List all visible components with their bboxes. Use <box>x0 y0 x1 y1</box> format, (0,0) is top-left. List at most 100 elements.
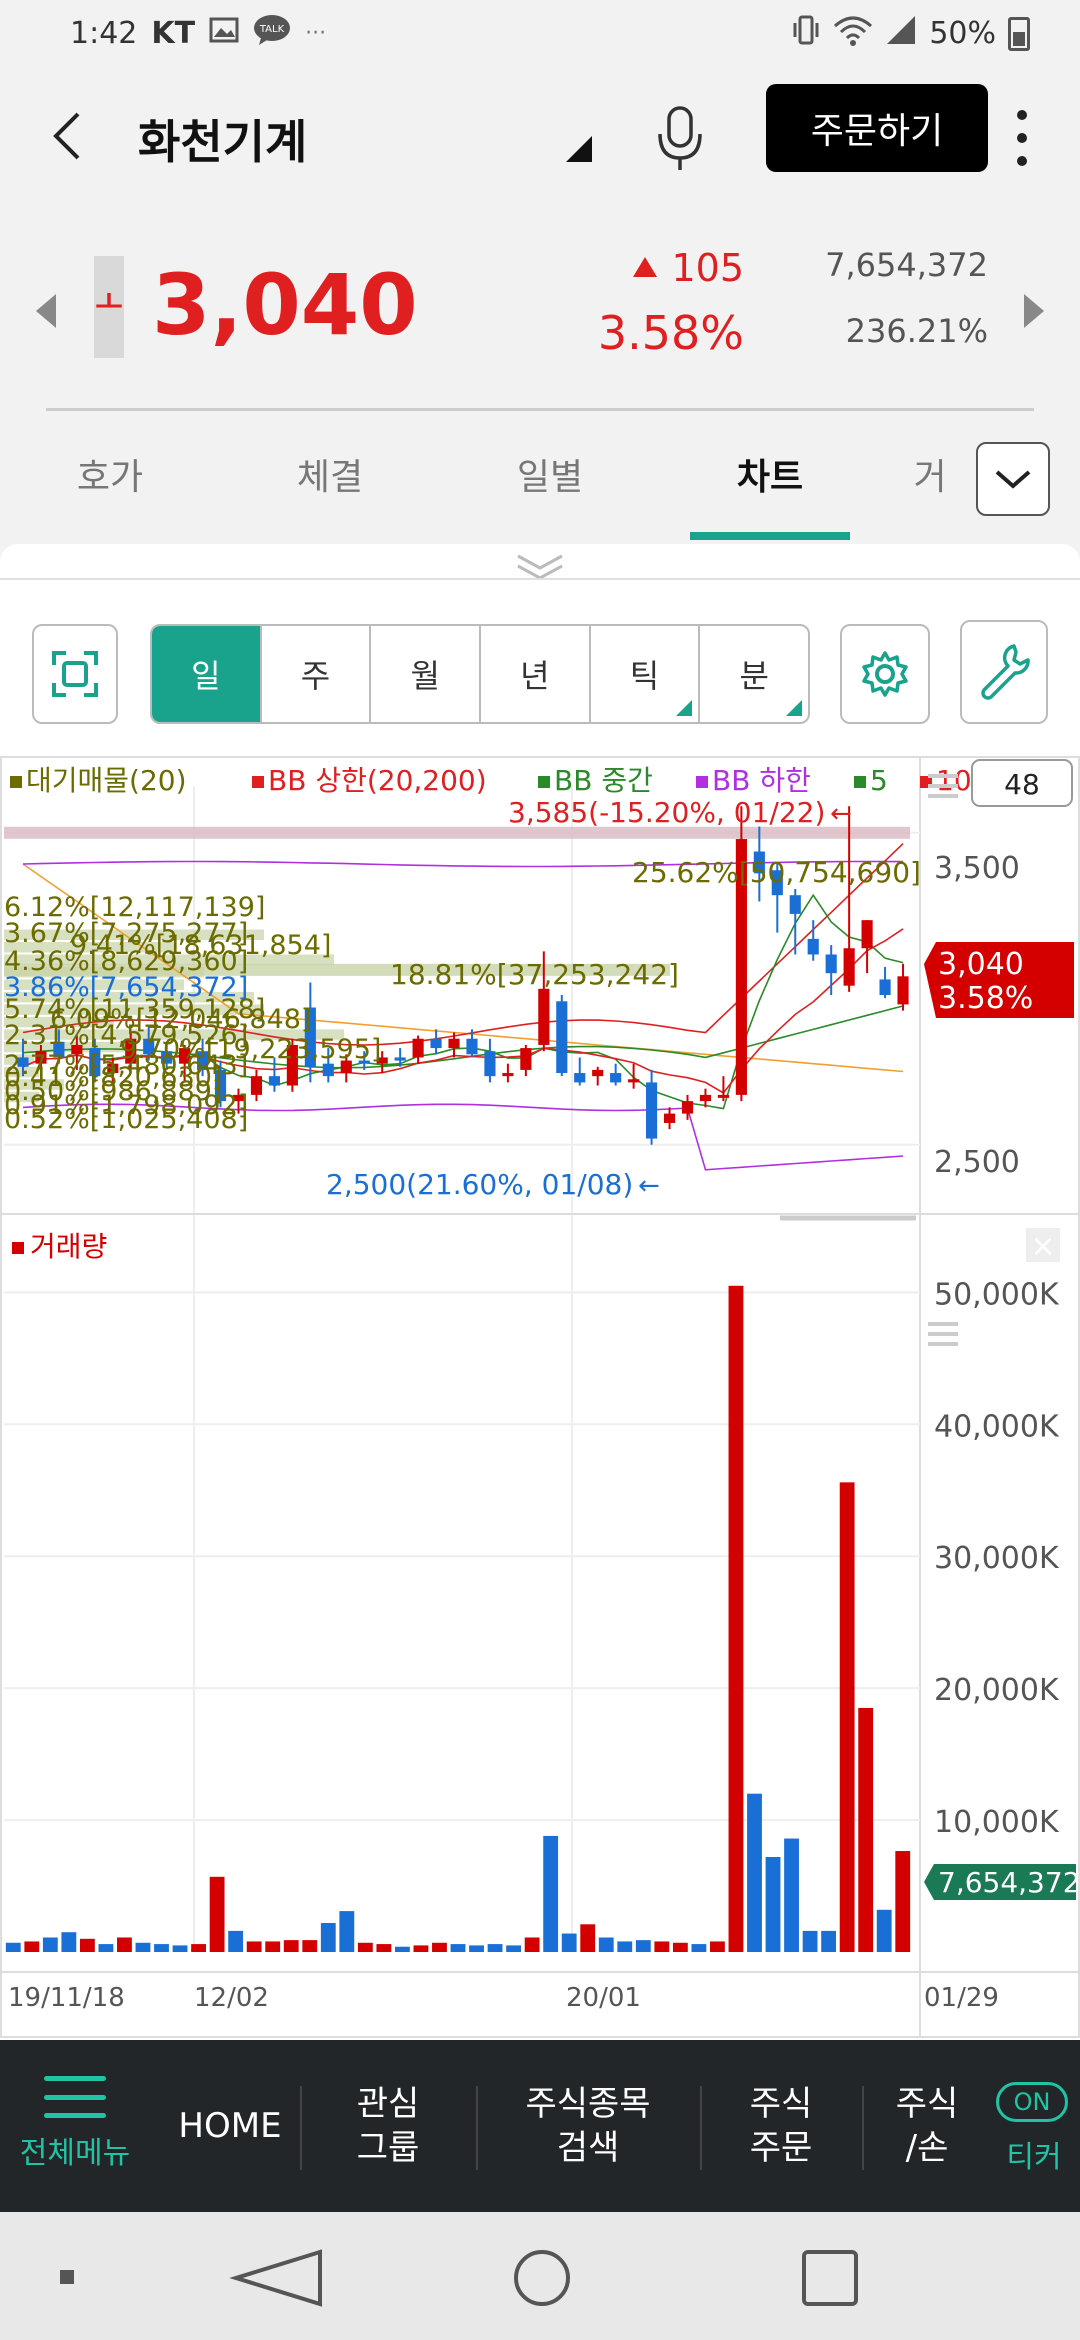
volume-bar <box>394 1946 410 1952</box>
profile-label: 6.12%[12,117,139] <box>4 892 265 923</box>
more-options-button[interactable] <box>1004 106 1040 170</box>
candle-body <box>879 979 891 996</box>
tab-orderbook[interactable]: 호가 <box>76 457 144 498</box>
stock-selector-caret-icon[interactable] <box>566 136 592 162</box>
candle-body <box>843 948 855 986</box>
volume-profile-band <box>4 1091 39 1103</box>
candle-body <box>628 1079 640 1083</box>
nav-stock-pnl[interactable]: 주식 /손 <box>895 2084 959 2168</box>
profile-label: 5.74%[11,359,128] <box>4 994 265 1025</box>
candle-body <box>699 1094 712 1102</box>
next-stock-arrow-icon[interactable] <box>1024 294 1044 328</box>
volume-bar <box>839 1482 855 1952</box>
volume-bar <box>172 1945 188 1952</box>
dot-icon <box>1017 156 1027 166</box>
status-extra: ··· <box>305 21 327 46</box>
chart-settings-button[interactable] <box>840 624 930 724</box>
order-button[interactable]: 주문하기 <box>766 84 988 172</box>
bottom-navigation: 전체메뉴 HOME 관심 그룹 주식종목 검색 주식 주문 주식 /손 ON 티… <box>0 2040 1080 2212</box>
candle-body <box>592 1069 604 1077</box>
menu-icon <box>44 2076 106 2118</box>
volume-profile-band <box>4 954 334 965</box>
candle-body <box>897 976 909 1005</box>
period-button-3[interactable]: 년 <box>481 626 591 722</box>
tab-trades[interactable]: 체결 <box>296 457 364 498</box>
all-menu-button[interactable]: 전체메뉴 <box>0 2040 150 2212</box>
high-price-label: 3,585(-15.20%, 01/22) <box>508 796 825 829</box>
candle-body <box>250 1076 263 1095</box>
collapse-handle[interactable] <box>508 548 572 588</box>
candle-body <box>466 1038 478 1055</box>
low-arrow-glyph: ← <box>638 1171 660 1201</box>
tab-dropdown-button[interactable] <box>976 442 1050 516</box>
fit-screen-icon <box>52 651 98 697</box>
overview-square-icon <box>802 2250 858 2306</box>
signal-icon <box>885 14 917 53</box>
vibrate-icon <box>791 14 821 53</box>
price-change-percent: 3.58% <box>597 306 744 360</box>
prev-stock-arrow-icon[interactable] <box>36 294 56 328</box>
detail-tabs: 호가 체결 일별 차트 거 <box>0 424 1080 544</box>
legend-label: BB 상한(20,200) <box>268 764 487 797</box>
ticker-toggle[interactable]: ON <box>996 2082 1068 2122</box>
candle-body <box>735 839 747 1095</box>
candle-body <box>214 1069 227 1102</box>
profile-label: 6.09%[12,046,848] <box>50 1004 311 1035</box>
talk-icon: TALK <box>253 14 291 53</box>
microphone-icon <box>658 106 702 170</box>
tab-chart[interactable]: 차트 <box>736 457 804 498</box>
candle-body <box>268 1076 280 1086</box>
period-button-5[interactable]: 분 <box>700 626 808 722</box>
submenu-corner-icon <box>786 700 803 716</box>
period-button-2[interactable]: 월 <box>371 626 482 722</box>
high-arrow-glyph: ← <box>830 799 852 829</box>
current-price-tag-price: 3,040 <box>938 947 1024 982</box>
stock-name[interactable]: 화천기계 <box>138 115 308 169</box>
chart-tools-button[interactable] <box>960 620 1048 724</box>
dot-icon <box>1017 110 1027 120</box>
period-button-0[interactable]: 일 <box>152 626 262 722</box>
back-button[interactable] <box>40 106 100 166</box>
divider <box>46 408 1034 411</box>
candle-body <box>322 1063 334 1077</box>
chart-frame <box>0 756 1080 2038</box>
fullscreen-button[interactable] <box>32 624 118 724</box>
candle-body <box>161 1051 173 1064</box>
nav-stock-order[interactable]: 주식 주문 <box>749 2084 813 2168</box>
active-tab-indicator <box>690 532 850 540</box>
volume-profile-band <box>4 1041 134 1053</box>
nav-home[interactable]: HOME <box>178 2106 282 2146</box>
volume-bar <box>413 1945 429 1952</box>
candle-body <box>71 1044 83 1055</box>
period-button-4[interactable]: 틱 <box>591 626 701 722</box>
x-tick-label: 12/02 <box>194 1983 269 2013</box>
candle-count: 48 <box>1004 768 1040 801</box>
volume-bar <box>265 1941 281 1952</box>
volume-bar <box>246 1941 262 1952</box>
candle-body <box>197 1051 209 1070</box>
stock-chart[interactable]: 대기매물(20) BB 상한(20,200) BB 중간 BB 하한 5 10 48 × 3,5… <box>0 756 1080 2038</box>
tab-daily[interactable]: 일별 <box>516 457 584 498</box>
chart-area[interactable]: 대기매물(20) BB 상한(20,200) BB 중간 BB 하한 5 10 48 × 3,5… <box>0 756 1080 2038</box>
volume-bar <box>154 1944 169 1952</box>
candle-body <box>89 1048 101 1077</box>
volume-bar <box>5 1942 21 1952</box>
candle-body <box>538 988 550 1045</box>
period-button-1[interactable]: 주 <box>262 626 372 722</box>
voice-search-button[interactable] <box>650 104 710 174</box>
ticker-label: 티커 <box>1006 2140 1062 2175</box>
nav-watchlist[interactable]: 관심 그룹 <box>356 2084 420 2168</box>
current-price: 3,040 <box>152 256 418 354</box>
gallery-icon <box>209 17 239 50</box>
volume-profile-band <box>4 942 174 953</box>
profile-label: 9.41%[18,631,854] <box>70 930 331 961</box>
candle-body <box>861 920 873 949</box>
status-time: 1:42 <box>70 16 138 51</box>
legend-label: 대기매물(20) <box>26 764 187 797</box>
nav-stock-search[interactable]: 주식종목 검색 <box>525 2084 651 2168</box>
tab-more[interactable]: 거 <box>913 457 947 498</box>
volume-bar <box>691 1944 707 1952</box>
legend-swatch <box>696 776 708 788</box>
trade-volume: 7,654,372 <box>825 246 988 284</box>
volume-profile-band <box>4 1029 344 1040</box>
